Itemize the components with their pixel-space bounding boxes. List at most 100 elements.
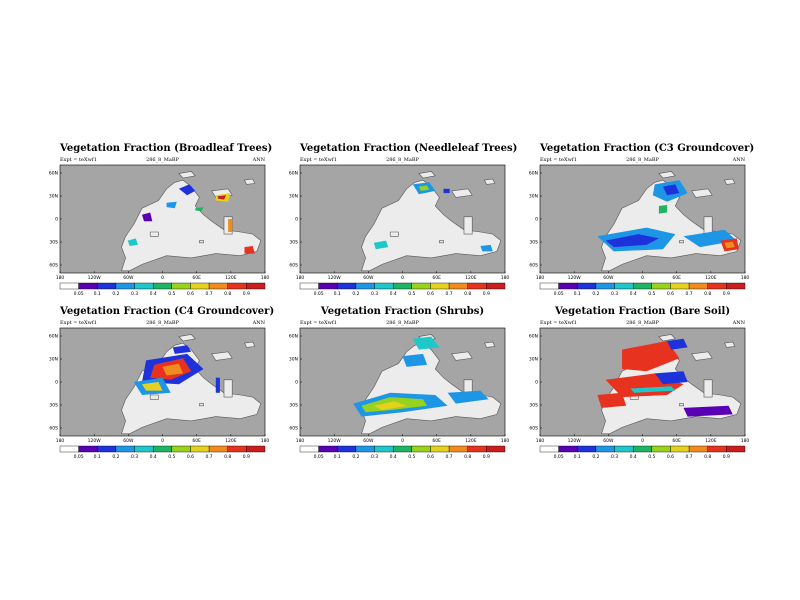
colorbar-label: 0.2 <box>112 291 119 297</box>
x-tick-label: 60W <box>603 438 614 444</box>
colorbar-swatch <box>152 282 173 290</box>
y-tick-label: 60S <box>289 426 298 432</box>
vegetation-patch <box>443 188 450 194</box>
colorbar-swatch <box>614 445 634 453</box>
colorbar-label: 0.1 <box>94 454 101 460</box>
x-tick-label: 120E <box>705 438 717 444</box>
island <box>211 351 233 361</box>
colorbar-label: 0.3 <box>611 454 618 460</box>
colorbar-label: 0.6 <box>667 291 674 297</box>
colorbar-label: 0.1 <box>574 454 581 460</box>
season-label: ANN <box>732 157 745 163</box>
colorbar-swatch <box>411 282 431 290</box>
y-tick-label: 0 <box>295 380 298 386</box>
colorbar-swatch <box>688 282 708 290</box>
vegetation-patch <box>447 390 489 404</box>
colorbar-swatch <box>651 282 671 290</box>
colorbar-swatch <box>374 282 394 290</box>
colorbar-swatch <box>246 282 266 290</box>
colorbar-label: 0.05 <box>314 291 324 297</box>
vegetation-patch <box>622 341 680 372</box>
colorbar-label: 0.3 <box>611 291 618 297</box>
period-label: 286_8_MaBP <box>626 157 659 163</box>
colorbar-swatch <box>707 282 727 290</box>
colorbar-swatch <box>299 282 319 290</box>
colorbar-label: 0.7 <box>446 454 453 460</box>
x-tick-label: 60E <box>432 275 441 281</box>
land-mass <box>361 179 502 272</box>
experiment-label: Expt = teXwf1 <box>540 320 577 326</box>
colorbar-swatch <box>355 445 375 453</box>
colorbar-swatch <box>467 282 487 290</box>
colorbar-swatch <box>190 282 210 290</box>
colorbar-swatch <box>171 282 191 290</box>
y-tick-label: 30N <box>289 194 298 200</box>
island <box>724 341 736 348</box>
island <box>451 188 473 198</box>
x-tick-label: 0 <box>161 438 164 444</box>
vegetation-patch <box>215 377 220 393</box>
y-tick-label: 60S <box>49 263 58 269</box>
colorbar-label: 0.4 <box>630 291 637 297</box>
colorbar-swatch <box>97 282 117 290</box>
x-tick-label: 60E <box>432 438 441 444</box>
colorbar-swatch <box>152 445 173 453</box>
island <box>199 240 204 244</box>
vegetation-patch <box>127 238 138 246</box>
island <box>149 394 159 400</box>
season-label: ANN <box>252 157 265 163</box>
colorbar-swatch <box>208 445 228 453</box>
vegetation-patch <box>172 345 192 354</box>
colorbar-swatch <box>558 445 578 453</box>
x-tick-label: 120W <box>568 438 582 444</box>
colorbar-label: 0.2 <box>352 291 359 297</box>
island <box>244 178 256 185</box>
colorbar-swatch <box>392 445 413 453</box>
x-tick-label: 180 <box>56 438 65 444</box>
colorbar-swatch <box>688 445 708 453</box>
colorbar-label: 0.7 <box>206 291 213 297</box>
vegetation-patch <box>402 353 428 367</box>
colorbar-swatch <box>392 282 413 290</box>
period-label: 286_8_MaBP <box>146 320 179 326</box>
x-tick-label: 120E <box>465 275 477 281</box>
x-tick-label: 60W <box>363 438 374 444</box>
colorbar-label: 0.5 <box>408 454 415 460</box>
experiment-label: Expt = teXwf1 <box>60 320 97 326</box>
vegetation-patch <box>667 338 688 350</box>
vegetation-patch <box>605 234 659 248</box>
experiment-label: Expt = teXwf1 <box>300 157 337 163</box>
island <box>223 379 233 398</box>
x-tick-label: 120W <box>568 275 582 281</box>
island <box>451 351 473 361</box>
vegetation-patch <box>228 219 233 232</box>
y-tick-label: 30S <box>49 240 58 246</box>
colorbar-label: 0.7 <box>446 291 453 297</box>
colorbar-label: 0.4 <box>390 454 397 460</box>
colorbar-label: 0.8 <box>464 454 471 460</box>
y-tick-label: 30N <box>49 357 58 363</box>
island <box>679 240 684 244</box>
island <box>244 341 256 348</box>
map-svg: 180 120W 60W 0 60E 120E 180 60N 30N 0 30S 60S 0.05 0.… <box>529 164 749 297</box>
y-tick-label: 60S <box>49 426 58 432</box>
y-tick-label: 0 <box>55 217 58 223</box>
vegetation-patch <box>142 212 153 222</box>
colorbar-swatch <box>707 445 727 453</box>
colorbar-label: 0.9 <box>243 291 250 297</box>
island <box>703 379 713 398</box>
y-tick-label: 60S <box>289 263 298 269</box>
colorbar-swatch <box>595 445 615 453</box>
colorbar-swatch <box>115 445 135 453</box>
y-tick-label: 60N <box>529 334 538 340</box>
period-label: 286_8_MaBP <box>386 157 419 163</box>
island <box>658 171 676 179</box>
colorbar-swatch <box>539 445 559 453</box>
colorbar-label: 0.5 <box>168 454 175 460</box>
island <box>418 171 436 179</box>
map-panel: Vegetation Fraction (Bare Soil) Expt = te… <box>529 306 780 491</box>
colorbar-swatch <box>467 445 487 453</box>
x-tick-label: 180 <box>741 438 750 444</box>
map-panel: Vegetation Fraction (Needleleaf Trees) Ex… <box>289 143 540 328</box>
colorbar-label: 0.1 <box>334 291 341 297</box>
